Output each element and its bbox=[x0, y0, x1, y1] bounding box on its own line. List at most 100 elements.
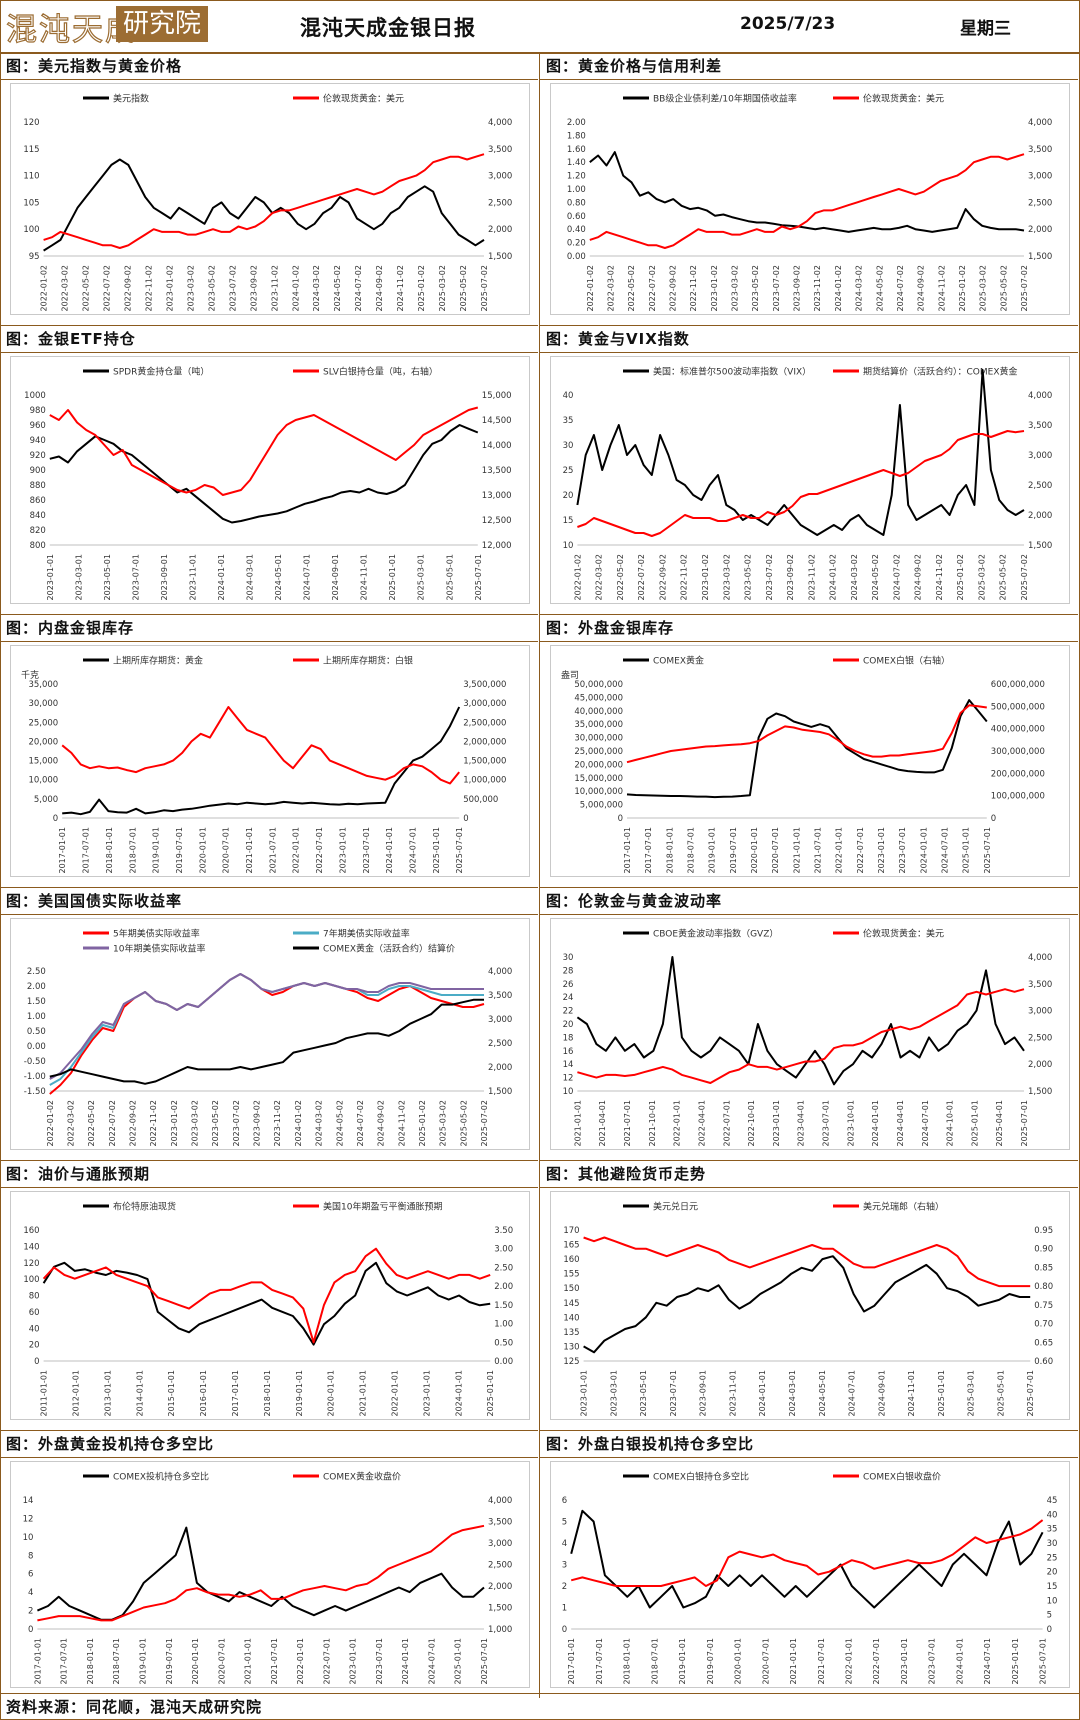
y-right-tick: 0.50 bbox=[494, 1338, 513, 1348]
x-tick: 2025-01-01 bbox=[388, 554, 397, 601]
y-left-tick: 14 bbox=[563, 1060, 574, 1070]
chart-title: 图：美国国债实际收益率 bbox=[0, 887, 538, 915]
x-tick: 2025-03-01 bbox=[967, 1370, 976, 1417]
y-left-tick: 920 bbox=[30, 451, 46, 461]
x-tick: 2022-07-02 bbox=[637, 554, 646, 601]
x-tick: 2023-07-02 bbox=[772, 265, 781, 312]
chart-area: 美元指数 伦敦现货黄金：美元 95 100 105 110 115 120 1,500 2,000… bbox=[10, 83, 530, 315]
y-right-tick: 600,000,000 bbox=[991, 680, 1045, 690]
y-left-tick: 130 bbox=[563, 1342, 579, 1352]
x-tick: 2024-09-01 bbox=[331, 554, 340, 601]
x-tick: 2023-09-02 bbox=[793, 265, 802, 312]
y-left-tick: 0.80 bbox=[567, 198, 586, 208]
y-left-tick: 125 bbox=[563, 1357, 579, 1367]
x-tick: 2022-05-02 bbox=[627, 265, 636, 312]
x-tick: 2022-11-02 bbox=[149, 1100, 158, 1147]
x-tick: 2022-01-01 bbox=[296, 1638, 305, 1685]
x-tick: 2025-07-02 bbox=[1020, 554, 1029, 601]
y-right-tick: 14,000 bbox=[482, 441, 512, 451]
y-right-tick: 3,000 bbox=[488, 1539, 512, 1549]
x-tick: 2022-03-02 bbox=[61, 265, 70, 312]
legend-item: 美元兑日元 bbox=[623, 1201, 698, 1213]
y-right-tick: 2,000 bbox=[488, 225, 512, 235]
x-tick: 2019-07-01 bbox=[706, 1638, 715, 1685]
chart-panel-5: 图：内盘金银库存 上期所库存期货：黄金 上期所库存期货：白银 千克 0 5,000 10,0… bbox=[0, 614, 538, 882]
y-right-tick: 0.60 bbox=[1034, 1357, 1053, 1367]
y-left-tick: 960 bbox=[30, 421, 46, 431]
x-tick: 2022-09-02 bbox=[669, 265, 678, 312]
legend-item: 伦敦现货黄金：美元 bbox=[293, 93, 404, 105]
chart-area: CBOE黄金波动率指数（GVZ） 伦敦现货黄金：美元 10 12 14 16 18 20 22 2… bbox=[550, 918, 1070, 1150]
x-tick: 2024-11-02 bbox=[935, 554, 944, 601]
x-tick: 2024-07-01 bbox=[848, 1370, 857, 1417]
y-left-tick: 35 bbox=[563, 416, 574, 426]
chart-area: 布伦特原油现货 美国10年期盈亏平衡通胀预期 0 20 40 60 80 100 120 140 1… bbox=[10, 1191, 530, 1420]
y-left-tick: 120 bbox=[23, 118, 39, 128]
chart-area: 上期所库存期货：黄金 上期所库存期货：白银 千克 0 5,000 10,000 15,000… bbox=[10, 645, 530, 877]
y-left-tick: 1 bbox=[562, 1604, 567, 1614]
y-left-tick: 3 bbox=[562, 1561, 567, 1571]
x-tick: 2023-07-02 bbox=[765, 554, 774, 601]
x-tick: 2022-01-02 bbox=[573, 554, 582, 601]
y-left-tick: 0.00 bbox=[27, 1042, 46, 1052]
x-tick: 2019-07-01 bbox=[175, 827, 184, 874]
y-left-tick: 2 bbox=[562, 1582, 567, 1592]
y-left-tick: 160 bbox=[23, 1226, 39, 1236]
x-tick: 2023-01-01 bbox=[580, 1370, 589, 1417]
left-axis-unit: 盎司 bbox=[561, 669, 579, 681]
y-right-tick: 1,000,000 bbox=[463, 776, 506, 786]
legend-label: CBOE黄金波动率指数（GVZ） bbox=[653, 928, 778, 940]
y-left-tick: 0.40 bbox=[567, 225, 586, 235]
y-left-tick: 140 bbox=[23, 1242, 39, 1252]
x-tick: 2025-01-01 bbox=[486, 1370, 495, 1417]
chart-svg: SPDR黄金持仓量（吨） SLV白银持仓量（吨，右轴） 800 820 840 860 88… bbox=[24, 366, 512, 601]
x-tick: 2024-01-01 bbox=[401, 1638, 410, 1685]
x-tick: 2019-01-01 bbox=[295, 1370, 304, 1417]
chart-area: COMEX白银持仓多空比 COMEX白银收盘价 0 1 2 3 4 5 6 0 5 10 15 20 25 3… bbox=[550, 1461, 1070, 1688]
x-tick: 2017-01-01 bbox=[231, 1370, 240, 1417]
x-tick: 2017-01-01 bbox=[58, 827, 67, 874]
x-tick: 2020-01-01 bbox=[734, 1638, 743, 1685]
x-tick: 2024-05-02 bbox=[335, 1100, 344, 1147]
chart-svg: BB级企业债利差/10年期国债收益率 伦敦现货黄金：美元 0.00 0.20 0.40 0… bbox=[567, 93, 1052, 312]
y-left-tick: 20 bbox=[29, 1341, 40, 1351]
legend-label: 7年期美债实际收益率 bbox=[323, 928, 410, 940]
x-tick: 2024-09-01 bbox=[877, 1370, 886, 1417]
x-tick: 2025-05-02 bbox=[459, 265, 468, 312]
x-tick: 2023-03-01 bbox=[74, 554, 83, 601]
x-tick: 2025-01-01 bbox=[962, 827, 971, 874]
series-line-2 bbox=[583, 1236, 1031, 1288]
x-tick: 2025-01-01 bbox=[970, 1100, 979, 1147]
y-left-tick: 0.20 bbox=[567, 239, 586, 249]
x-tick: 2012-01-01 bbox=[72, 1370, 81, 1417]
x-tick: 2023-03-01 bbox=[609, 1370, 618, 1417]
y-left-tick: 95 bbox=[29, 252, 40, 262]
x-tick: 2013-01-01 bbox=[103, 1370, 112, 1417]
y-left-tick: 140 bbox=[563, 1313, 579, 1323]
legend-item: COMEX投机持仓多空比 bbox=[83, 1471, 209, 1483]
y-left-tick: 2.00 bbox=[567, 118, 586, 128]
y-left-tick: 12 bbox=[563, 1074, 574, 1084]
y-right-tick: 0 bbox=[1047, 1625, 1052, 1635]
x-tick: 2023-01-02 bbox=[165, 265, 174, 312]
legend-label: SPDR黄金持仓量（吨） bbox=[113, 366, 209, 378]
x-tick: 2025-01-02 bbox=[418, 1100, 427, 1147]
x-tick: 2025-07-01 bbox=[474, 554, 483, 601]
x-tick: 2023-01-01 bbox=[349, 1638, 358, 1685]
series-line-4 bbox=[49, 998, 484, 1085]
x-tick: 2023-05-01 bbox=[103, 554, 112, 601]
x-tick: 2014-01-01 bbox=[135, 1370, 144, 1417]
y-left-tick: 170 bbox=[563, 1226, 579, 1236]
x-tick: 2022-04-01 bbox=[697, 1100, 706, 1147]
legend-label: 美元兑日元 bbox=[653, 1201, 698, 1213]
x-tick: 2021-01-01 bbox=[792, 827, 801, 874]
legend-item: 上期所库存期货：黄金 bbox=[83, 655, 203, 667]
y-left-tick: 1.40 bbox=[567, 158, 586, 168]
legend-item: COMEX白银收盘价 bbox=[833, 1471, 941, 1483]
legend-item: 美国10年期盈亏平衡通胀预期 bbox=[293, 1201, 442, 1213]
series-line-2 bbox=[43, 153, 485, 249]
x-tick: 2024-07-02 bbox=[896, 265, 905, 312]
x-tick: 2023-11-02 bbox=[270, 265, 279, 312]
x-tick: 2022-05-02 bbox=[616, 554, 625, 601]
legend-item: 期货结算价（活跃合约）：COMEX黄金 bbox=[833, 366, 1018, 378]
